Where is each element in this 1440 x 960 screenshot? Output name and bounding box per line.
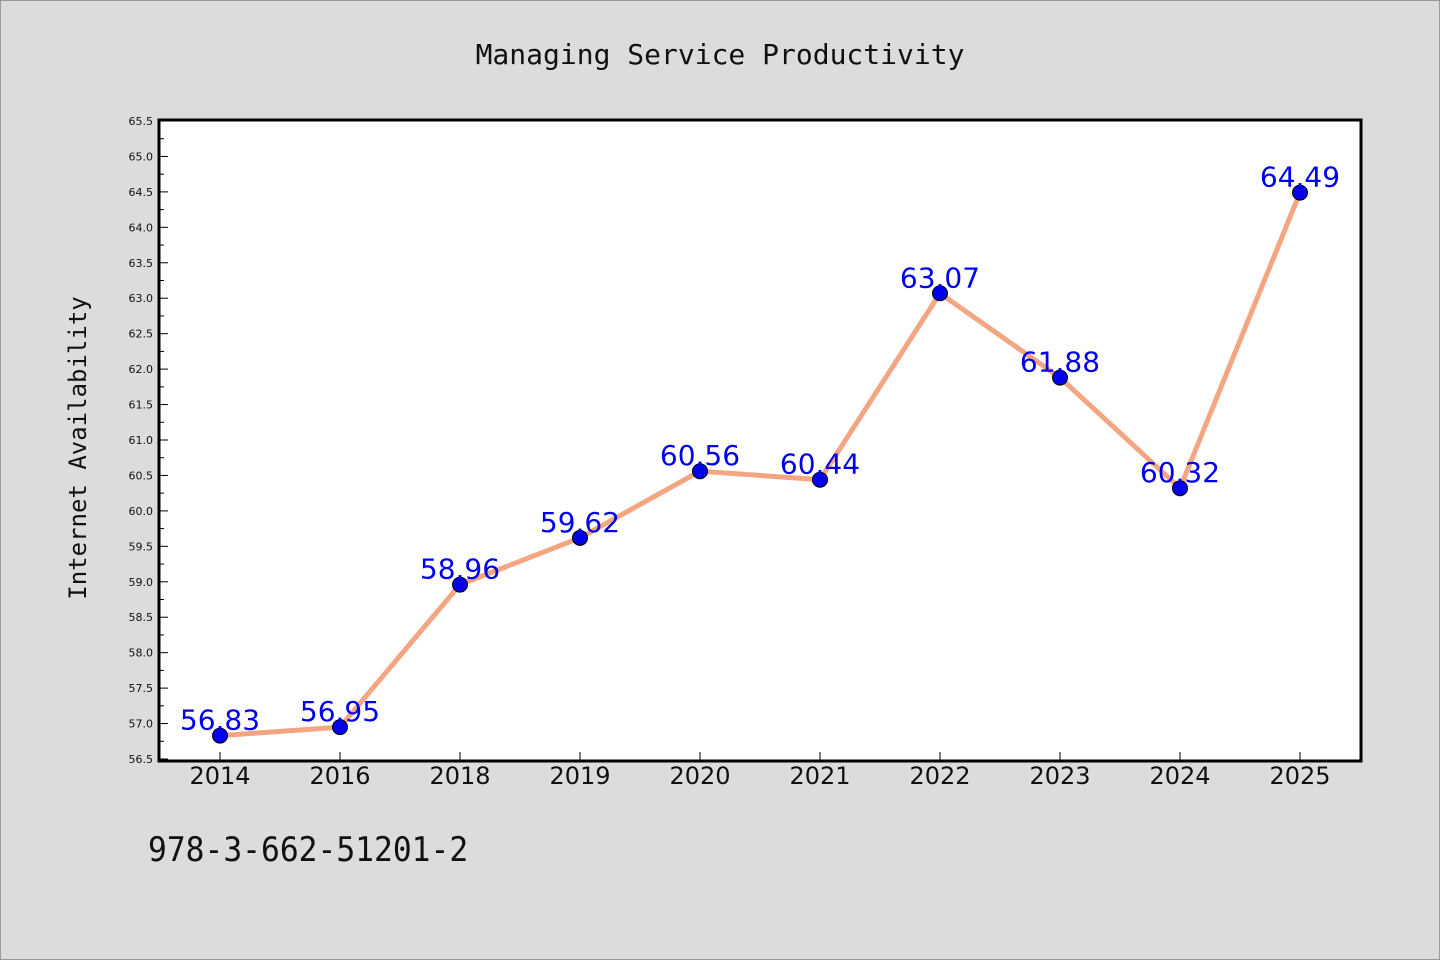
data-point bbox=[1172, 480, 1188, 497]
y-tick-label: 64.0 bbox=[129, 221, 154, 234]
data-point bbox=[1052, 369, 1068, 386]
y-axis-label: Internet Availability bbox=[64, 296, 92, 599]
y-tick-label: 57.0 bbox=[129, 718, 154, 731]
y-tick-label: 60.0 bbox=[129, 505, 154, 518]
data-label: 58.96 bbox=[420, 553, 500, 586]
data-label: 64.49 bbox=[1260, 161, 1340, 194]
y-tick-label: 63.0 bbox=[129, 292, 154, 305]
y-tick-label: 65.5 bbox=[129, 115, 154, 128]
y-tick-label: 65.0 bbox=[129, 150, 154, 163]
y-tick-label: 60.5 bbox=[129, 469, 154, 482]
data-label: 61.88 bbox=[1020, 346, 1100, 379]
chart-title: Managing Service Productivity bbox=[476, 38, 965, 71]
x-tick-label: 2020 bbox=[669, 762, 730, 790]
x-tick-label: 2023 bbox=[1029, 762, 1090, 790]
y-tick-label: 61.0 bbox=[129, 434, 154, 447]
x-axis: 2014 2016 2018 2019 2020 2021 2022 2023 2024 2025 bbox=[189, 752, 1331, 790]
y-axis: 56.5 57.0 57.5 58.0 58.5 59.0 59.5 60.0 60.5 61.0… bbox=[129, 115, 168, 766]
x-tick-label: 2024 bbox=[1149, 762, 1210, 790]
data-point bbox=[572, 529, 588, 546]
data-markers bbox=[212, 184, 1308, 744]
isbn-text: 978-3-662-51201-2 bbox=[148, 830, 469, 870]
data-point bbox=[452, 576, 468, 593]
data-label: 63.07 bbox=[900, 261, 980, 294]
y-tick-label: 58.0 bbox=[129, 647, 154, 660]
x-tick-label: 2016 bbox=[309, 762, 370, 790]
data-point bbox=[812, 471, 828, 488]
data-point bbox=[212, 727, 228, 744]
data-label: 60.56 bbox=[660, 439, 740, 472]
series-line-path bbox=[219, 191, 1303, 739]
y-tick-label: 64.5 bbox=[129, 186, 154, 199]
plot-area bbox=[157, 118, 1363, 763]
y-tick-label: 56.5 bbox=[129, 753, 154, 766]
y-tick-label: 62.5 bbox=[129, 328, 154, 341]
y-tick-label: 58.5 bbox=[129, 611, 154, 624]
y-tick-label: 59.5 bbox=[129, 540, 154, 553]
y-tick-label: 59.0 bbox=[129, 576, 154, 589]
x-tick-label: 2019 bbox=[549, 762, 610, 790]
data-label: 56.95 bbox=[300, 695, 380, 728]
y-tick-label: 57.5 bbox=[129, 682, 154, 695]
data-label: 60.32 bbox=[1140, 456, 1220, 489]
x-tick-label: 2025 bbox=[1269, 762, 1330, 790]
data-label: 59.62 bbox=[540, 506, 620, 539]
x-tick-label: 2014 bbox=[189, 762, 250, 790]
y-tick-label: 62.0 bbox=[129, 363, 154, 376]
data-point bbox=[692, 463, 708, 480]
data-point bbox=[1292, 184, 1308, 201]
data-point bbox=[332, 719, 348, 736]
y-tick-label: 63.5 bbox=[129, 257, 154, 270]
data-label: 60.44 bbox=[780, 448, 860, 481]
data-labels: 56.83 56.95 58.96 59.62 60.56 60.44 63.07 61.88… bbox=[180, 161, 1340, 737]
x-tick-label: 2018 bbox=[429, 762, 490, 790]
data-point bbox=[932, 285, 948, 302]
x-tick-label: 2021 bbox=[789, 762, 850, 790]
data-label: 56.83 bbox=[180, 704, 260, 737]
y-tick-label: 61.5 bbox=[129, 399, 154, 412]
x-tick-label: 2022 bbox=[909, 762, 970, 790]
series-line bbox=[219, 191, 1303, 739]
